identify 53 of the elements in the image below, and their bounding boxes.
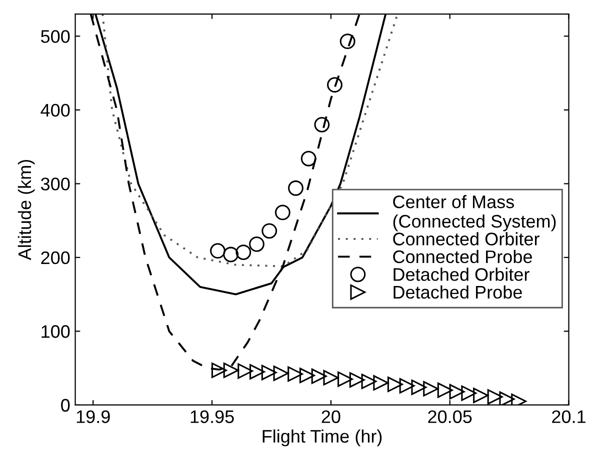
point xyxy=(299,368,315,384)
x-tick-label: 19.95 xyxy=(190,410,234,424)
point xyxy=(340,34,356,50)
y-tick-label: 100 xyxy=(42,325,70,338)
y-tick-label: 400 xyxy=(40,104,70,117)
point xyxy=(314,116,330,132)
point xyxy=(210,243,226,259)
point xyxy=(223,362,239,378)
point xyxy=(274,204,290,220)
point xyxy=(411,380,427,395)
point xyxy=(261,364,277,380)
point xyxy=(249,236,264,252)
point xyxy=(288,366,303,382)
point xyxy=(249,364,265,380)
point xyxy=(437,382,453,398)
point xyxy=(300,150,316,166)
point xyxy=(238,363,254,379)
y-axis-title: Altitude (km) xyxy=(18,160,35,260)
legend-label: Connected Orbiter xyxy=(393,232,540,246)
x-tick-label: 19.9 xyxy=(76,410,110,424)
point xyxy=(499,391,515,405)
y-tick-label: 500 xyxy=(41,30,70,43)
point xyxy=(236,244,252,260)
y-tick-label: 300 xyxy=(40,178,70,190)
point xyxy=(373,375,389,391)
point xyxy=(262,223,278,239)
point xyxy=(323,370,339,386)
point xyxy=(223,246,239,262)
legend-label: Detached Probe xyxy=(394,285,522,299)
point xyxy=(449,384,465,400)
point xyxy=(211,362,227,378)
point xyxy=(461,385,477,401)
x-tick-label: 20.1 xyxy=(552,410,586,424)
point xyxy=(327,77,342,93)
legend-label: Connected Probe xyxy=(393,250,532,264)
point xyxy=(311,368,327,384)
point xyxy=(361,374,377,390)
point xyxy=(273,366,289,381)
point xyxy=(288,180,304,196)
point xyxy=(337,371,353,387)
x-tick-label: 20.05 xyxy=(428,410,472,424)
x-tick-label: 20 xyxy=(322,410,340,424)
point xyxy=(349,372,365,388)
point xyxy=(473,388,488,404)
legend-label: Center of Mass (Connected System) xyxy=(393,195,556,232)
point xyxy=(387,376,403,392)
point xyxy=(423,381,439,396)
x-axis-title: Flight Time (hr) xyxy=(262,429,382,446)
y-tick-label: 200 xyxy=(41,251,70,264)
point xyxy=(487,389,503,405)
point xyxy=(399,378,415,394)
y-tick-label: 0 xyxy=(61,398,70,412)
legend-label: Detached Orbiter xyxy=(394,268,530,281)
